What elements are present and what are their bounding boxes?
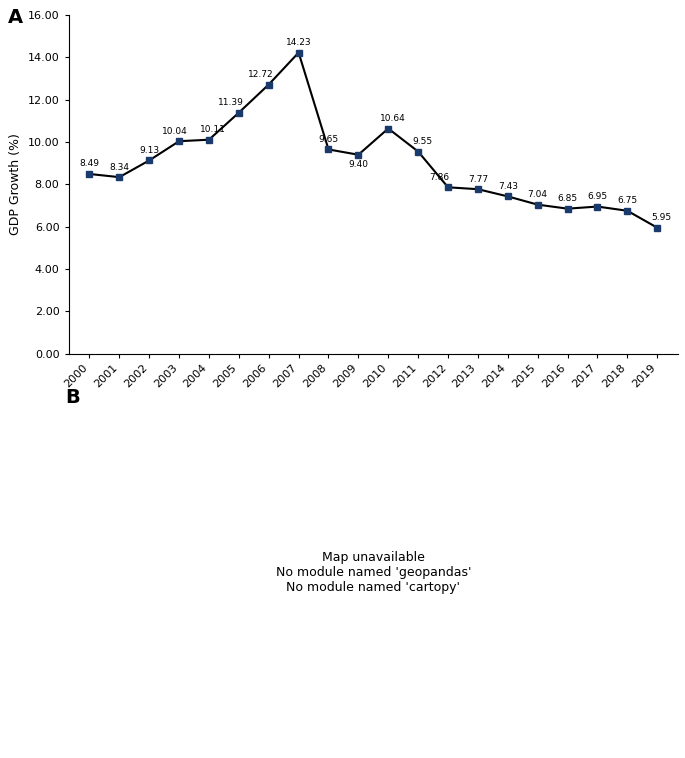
Text: 10.04: 10.04 <box>162 127 188 136</box>
Text: 11.39: 11.39 <box>218 98 243 107</box>
Text: 5.95: 5.95 <box>651 213 671 222</box>
Text: 10.64: 10.64 <box>379 114 406 123</box>
Text: B: B <box>66 388 80 407</box>
Text: 9.40: 9.40 <box>349 160 369 168</box>
Text: 8.49: 8.49 <box>79 159 99 168</box>
Text: 9.55: 9.55 <box>412 137 432 146</box>
Text: 9.13: 9.13 <box>139 146 159 155</box>
Text: 14.23: 14.23 <box>286 38 312 47</box>
Text: 10.11: 10.11 <box>200 125 226 134</box>
Text: 7.43: 7.43 <box>498 182 518 191</box>
Text: 7.77: 7.77 <box>468 174 488 183</box>
Text: 6.85: 6.85 <box>558 194 577 203</box>
Text: 9.65: 9.65 <box>319 135 338 144</box>
Text: Map unavailable
No module named 'geopandas'
No module named 'cartopy': Map unavailable No module named 'geopand… <box>275 551 471 594</box>
Text: 6.75: 6.75 <box>617 196 638 205</box>
Text: 7.04: 7.04 <box>527 190 548 199</box>
Text: 8.34: 8.34 <box>110 163 129 171</box>
Text: 6.95: 6.95 <box>588 192 608 201</box>
Text: 12.72: 12.72 <box>247 70 273 79</box>
Y-axis label: GDP Growth (%): GDP Growth (%) <box>9 133 22 235</box>
Text: A: A <box>8 8 23 27</box>
Text: 7.86: 7.86 <box>429 173 450 182</box>
